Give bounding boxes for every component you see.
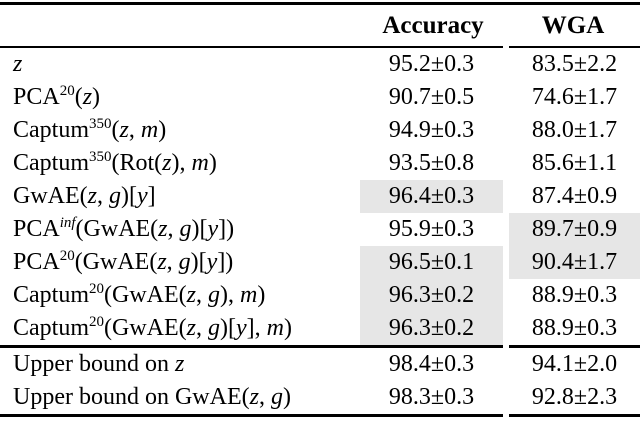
wga-value: 83.5±2.2: [503, 47, 640, 81]
method-label: Captum350(Rot(z), m): [13, 149, 217, 177]
method-label: Captum20(GwAE(z, g), m): [13, 281, 266, 309]
wga-value: 87.4±0.9: [503, 180, 640, 213]
wga-value: 74.6±1.7: [503, 81, 640, 114]
wga-value: 92.8±2.3: [503, 381, 640, 416]
paper-table-figure: Accuracy WGA z 95.2±0.3 83.5±2.2 PCA20(z) 90…: [0, 2, 640, 417]
method-label: Captum350(z, m): [13, 116, 167, 144]
table-row: Captum20(GwAE(z, g), m) 96.3±0.2 88.9±0.3: [0, 279, 640, 312]
table-row: Captum350(z, m) 94.9±0.3 88.0±1.7: [0, 114, 640, 147]
method-label: GwAE(z, g)[y]: [13, 183, 156, 209]
table-row: Captum350(Rot(z), m) 93.5±0.8 85.6±1.1: [0, 147, 640, 180]
table-row: PCAinf(GwAE(z, g)[y]) 95.9±0.3 89.7±0.9: [0, 213, 640, 246]
accuracy-value: 96.3±0.2: [360, 312, 506, 347]
wga-column-header: WGA: [506, 3, 640, 48]
accuracy-value: 96.3±0.2: [360, 279, 506, 312]
method-column-header: [0, 3, 360, 48]
wga-value: 85.6±1.1: [503, 147, 640, 180]
table-row: z 95.2±0.3 83.5±2.2: [0, 47, 640, 81]
method-label: PCA20(z): [13, 83, 101, 111]
wga-value: 90.4±1.7: [503, 246, 640, 279]
header-row: Accuracy WGA: [0, 3, 640, 48]
results-table: Accuracy WGA z 95.2±0.3 83.5±2.2 PCA20(z) 90…: [0, 2, 640, 417]
accuracy-value: 98.4±0.3: [360, 345, 506, 381]
table-row: PCA20(GwAE(z, g)[y]) 96.5±0.1 90.4±1.7: [0, 246, 640, 279]
table-row: GwAE(z, g)[y] 96.4±0.3 87.4±0.9: [0, 180, 640, 213]
table-row: Captum20(GwAE(z, g)[y], m) 96.3±0.2 88.9±0…: [0, 312, 640, 347]
method-label: Captum20(GwAE(z, g)[y], m): [13, 314, 292, 342]
method-label: z: [13, 51, 23, 77]
method-label: Upper bound on GwAE(z, g): [13, 384, 291, 410]
method-label: PCAinf(GwAE(z, g)[y]): [13, 215, 235, 243]
accuracy-column-header: Accuracy: [360, 3, 506, 48]
accuracy-value: 90.7±0.5: [388, 84, 475, 110]
accuracy-value: 95.2±0.3: [388, 51, 475, 77]
wga-value: 94.1±2.0: [503, 345, 640, 381]
main-results-section: z 95.2±0.3 83.5±2.2 PCA20(z) 90.7±0.5 74.6±1.…: [0, 47, 640, 347]
table-row: PCA20(z) 90.7±0.5 74.6±1.7: [0, 81, 640, 114]
table-row: Upper bound on GwAE(z, g) 98.3±0.3 92.8±2.…: [0, 381, 640, 416]
accuracy-value: 95.9±0.3: [388, 216, 475, 242]
wga-value: 88.0±1.7: [503, 114, 640, 147]
wga-value: 89.7±0.9: [503, 213, 640, 246]
table-row: Upper bound on z 98.4±0.3 94.1±2.0: [0, 345, 640, 381]
method-label: PCA20(GwAE(z, g)[y]): [13, 248, 234, 276]
accuracy-value: 93.5±0.8: [388, 150, 475, 176]
upper-bound-section: Upper bound on z 98.4±0.3 94.1±2.0 Upper bo…: [0, 345, 640, 416]
accuracy-value: 96.4±0.3: [360, 180, 506, 213]
accuracy-value: 96.5±0.1: [360, 246, 506, 279]
wga-value: 88.9±0.3: [503, 312, 640, 347]
wga-value: 88.9±0.3: [503, 279, 640, 312]
accuracy-value: 94.9±0.3: [388, 117, 475, 143]
accuracy-value: 98.3±0.3: [388, 384, 475, 410]
method-label: Upper bound on z: [0, 345, 360, 381]
